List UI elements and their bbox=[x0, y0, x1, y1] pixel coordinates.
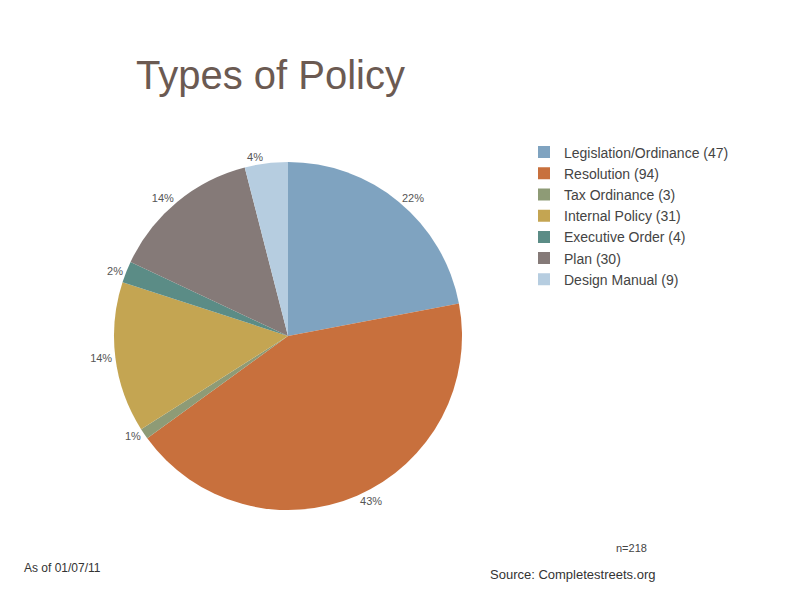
svg-text:22%: 22% bbox=[402, 192, 424, 204]
svg-text:4%: 4% bbox=[247, 151, 263, 163]
svg-text:43%: 43% bbox=[360, 495, 382, 507]
svg-text:1%: 1% bbox=[125, 430, 141, 442]
svg-text:2%: 2% bbox=[107, 265, 123, 277]
svg-text:Internal Policy (31): Internal Policy (31) bbox=[564, 208, 681, 224]
svg-text:Legislation/Ordinance (47): Legislation/Ordinance (47) bbox=[564, 145, 728, 161]
svg-text:14%: 14% bbox=[152, 192, 174, 204]
svg-text:Resolution (94): Resolution (94) bbox=[564, 166, 659, 182]
svg-text:14%: 14% bbox=[90, 352, 112, 364]
svg-text:Executive Order (4): Executive Order (4) bbox=[564, 229, 685, 245]
svg-text:As of 01/07/11: As of 01/07/11 bbox=[24, 561, 101, 575]
svg-text:Tax Ordinance (3): Tax Ordinance (3) bbox=[564, 187, 675, 203]
svg-text:Source: Completestreets.org: Source: Completestreets.org bbox=[490, 567, 655, 582]
svg-text:n=218: n=218 bbox=[616, 542, 647, 554]
svg-text:Types of Policy: Types of Policy bbox=[136, 53, 405, 97]
svg-text:Plan (30): Plan (30) bbox=[564, 251, 621, 267]
svg-text:Design Manual (9): Design Manual (9) bbox=[564, 272, 678, 288]
